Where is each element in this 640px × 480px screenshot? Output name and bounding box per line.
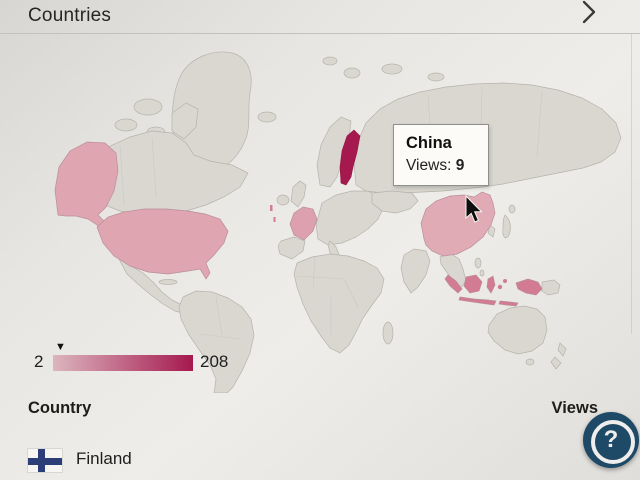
- country-united-kingdom[interactable]: [290, 180, 307, 208]
- arctic-island[interactable]: [322, 56, 338, 66]
- country-usa[interactable]: [96, 208, 229, 280]
- column-header-views[interactable]: Views: [551, 399, 598, 417]
- finland-flag-icon: [27, 448, 63, 473]
- legend-max-label: 208: [200, 352, 229, 371]
- world-map[interactable]: [0, 35, 640, 393]
- country-baffin-island[interactable]: [171, 102, 199, 140]
- region-central-asia[interactable]: [371, 190, 419, 214]
- country-indonesia[interactable]: [444, 274, 543, 307]
- card-header: Countries: [0, 0, 640, 33]
- country-new-zealand[interactable]: [557, 342, 567, 357]
- country-ireland[interactable]: [276, 194, 290, 206]
- country-france[interactable]: [289, 206, 318, 241]
- country-japan[interactable]: [508, 204, 516, 214]
- chevron-right-icon[interactable]: [580, 0, 598, 31]
- arctic-island[interactable]: [343, 67, 361, 79]
- help-ring: [591, 420, 635, 464]
- region-europe[interactable]: [315, 190, 385, 246]
- country-philippines[interactable]: [474, 257, 482, 269]
- row-country-name: Finland: [76, 448, 132, 468]
- arctic-island[interactable]: [381, 63, 403, 75]
- legend-marker-icon: ▼: [55, 341, 66, 353]
- table-row[interactable]: Finland 208: [27, 444, 624, 473]
- tooltip-views-label: Views:: [406, 157, 452, 174]
- arctic-island[interactable]: [114, 118, 138, 132]
- country-philippines[interactable]: [479, 269, 485, 277]
- arctic-island[interactable]: [427, 72, 445, 82]
- small-territory-marker: [270, 205, 273, 211]
- tooltip-country-name: China: [406, 134, 452, 152]
- column-header-country[interactable]: Country: [28, 399, 92, 417]
- country-india[interactable]: [400, 248, 431, 294]
- table-header-row: Country Views: [28, 399, 624, 418]
- small-territory-marker: [273, 217, 276, 222]
- help-button[interactable]: ?: [583, 412, 639, 468]
- country-scandinavia[interactable]: [316, 116, 352, 188]
- country-new-zealand[interactable]: [550, 356, 562, 370]
- country-alaska-usa[interactable]: [54, 141, 124, 238]
- country-finland[interactable]: [339, 129, 361, 186]
- card-right-edge: [631, 34, 632, 334]
- question-mark-icon: ?: [603, 426, 619, 453]
- country-spain[interactable]: [277, 236, 306, 260]
- country-tasmania[interactable]: [525, 358, 535, 366]
- mouse-cursor-icon: [465, 195, 483, 223]
- map-color-legend: 2 ▼ 208: [34, 341, 244, 374]
- country-madagascar[interactable]: [382, 321, 394, 345]
- legend-gradient-bar: [53, 355, 193, 371]
- arctic-island[interactable]: [133, 98, 163, 116]
- page-title: Countries: [28, 5, 112, 26]
- region-africa[interactable]: [293, 253, 385, 354]
- legend-min-label: 2: [34, 352, 44, 371]
- tooltip-views-value: 9: [455, 157, 465, 174]
- header-divider: [0, 33, 640, 34]
- map-tooltip: China Views: 9: [393, 124, 489, 186]
- country-japan[interactable]: [502, 214, 511, 239]
- country-australia[interactable]: [487, 305, 548, 355]
- country-korea[interactable]: [487, 224, 496, 238]
- region-indochina[interactable]: [439, 252, 467, 290]
- country-cuba[interactable]: [158, 279, 178, 285]
- country-south-america[interactable]: [178, 290, 255, 393]
- tooltip-views-line: Views: 9: [406, 157, 476, 175]
- country-papua-new-guinea[interactable]: [541, 279, 561, 296]
- country-iceland[interactable]: [257, 111, 277, 123]
